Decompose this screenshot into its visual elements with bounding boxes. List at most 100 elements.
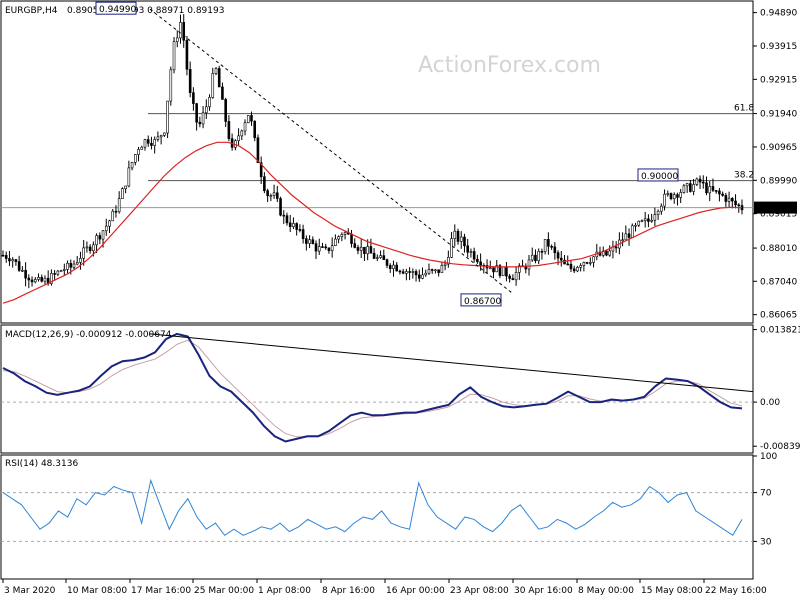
y-tick-label: 0.86065: [760, 311, 797, 321]
rsi-tick-label: 30: [760, 537, 772, 547]
candle-body: [301, 229, 305, 239]
candle-body: [88, 246, 92, 251]
candle-body: [205, 106, 208, 114]
candle-body: [405, 271, 408, 274]
candle-body: [495, 265, 499, 273]
candle-body: [359, 246, 363, 251]
candle-body: [714, 190, 718, 192]
candle-body: [259, 162, 263, 178]
candle-body: [705, 182, 708, 194]
candle-body: [317, 246, 321, 252]
candle-body: [127, 167, 131, 187]
candle-body: [79, 258, 82, 263]
candle-body: [582, 262, 586, 266]
candle-body: [427, 269, 431, 274]
macd-title: MACD(12,26,9) -0.000912 -0.000674: [5, 330, 172, 340]
y-tick-label: 0.90965: [760, 143, 797, 153]
x-tick-label: 23 Apr 08:00: [450, 586, 509, 596]
price-annotation-box: [95, 1, 137, 15]
candle-body: [589, 262, 592, 264]
candle-body: [334, 238, 337, 247]
candle-body: [250, 115, 253, 122]
candle-body: [417, 274, 421, 279]
candle-body: [395, 264, 399, 272]
fib-level-label: 38.2: [734, 171, 754, 181]
y-tick-label: 0.92915: [760, 75, 797, 85]
candle-body: [663, 193, 666, 207]
candle-body: [466, 245, 469, 253]
macd-plot: 0.013821 0.00 -0.008397: [1, 326, 800, 452]
candle-body: [653, 214, 657, 221]
candle-body: [650, 219, 653, 222]
candle-body: [472, 251, 476, 260]
candle-body: [82, 247, 85, 259]
candle-body: [537, 251, 540, 262]
current-price-box: [754, 201, 797, 214]
candle-body: [92, 244, 95, 251]
candle-body: [337, 236, 340, 240]
candle-body: [124, 185, 127, 190]
candle-body: [114, 210, 118, 213]
candle-body: [505, 266, 508, 277]
price-pane: [0, 0, 754, 324]
candle-body: [569, 263, 573, 270]
candle-body: [421, 274, 424, 279]
candle-body: [263, 176, 266, 192]
candle-body: [327, 247, 331, 251]
x-tick-label: 30 Apr 16:00: [514, 586, 573, 596]
candle-body: [282, 214, 286, 217]
candle-body: [369, 246, 373, 254]
candle-body: [430, 269, 434, 271]
candle-body: [95, 235, 98, 246]
candle-body: [201, 112, 205, 125]
candle-body: [343, 232, 347, 235]
candle-body: [453, 230, 457, 239]
candle-body: [498, 265, 502, 276]
candle-body: [692, 184, 695, 192]
candle-body: [292, 223, 295, 227]
candle-body: [392, 264, 395, 269]
candle-body: [295, 223, 298, 230]
candle-body: [298, 229, 302, 231]
candle-body: [579, 265, 582, 268]
candle-body: [382, 255, 386, 260]
candle-body: [237, 135, 240, 142]
candle-body: [385, 259, 389, 266]
y-tick-label: 0.87040: [760, 277, 797, 287]
candle-body: [572, 268, 576, 272]
candle-body: [195, 103, 198, 123]
macd-tick-label: 0.00: [760, 398, 780, 408]
price-annotation-box: [637, 168, 679, 182]
candle-body: [530, 254, 534, 261]
candle-body: [508, 275, 511, 279]
x-axis: 3 Mar 2020 10 Mar 08:00 17 Mar 16:00 25 Mar…: [2, 579, 767, 596]
current-price-label: 0.89193: [758, 204, 795, 214]
candle-body: [308, 239, 311, 244]
candle-body: [511, 278, 515, 281]
x-tick-label: 10 Mar 08:00: [67, 586, 127, 596]
candle-body: [543, 239, 547, 253]
candle-body: [450, 238, 453, 258]
candle-body: [476, 258, 479, 263]
candle-body: [669, 193, 673, 200]
candle-body: [269, 195, 273, 197]
candle-body: [727, 197, 731, 202]
macd-pane: [0, 324, 754, 454]
x-tick-label: 16 Apr 00:00: [386, 586, 445, 596]
candle-body: [43, 277, 47, 282]
candle-body: [172, 41, 176, 71]
candle-body: [479, 261, 482, 266]
candle-body: [27, 277, 31, 281]
y-tick-label: 0.93915: [760, 42, 797, 52]
candle-body: [140, 146, 144, 150]
candle-body: [469, 251, 473, 253]
candle-body: [150, 142, 153, 146]
candle-body: [643, 218, 647, 221]
candle-body: [221, 86, 224, 100]
candle-body: [463, 236, 466, 247]
candle-body: [634, 224, 637, 227]
candle-body: [37, 277, 40, 280]
candle-body: [246, 115, 250, 124]
candle-body: [305, 238, 308, 244]
candle-body: [288, 222, 292, 227]
